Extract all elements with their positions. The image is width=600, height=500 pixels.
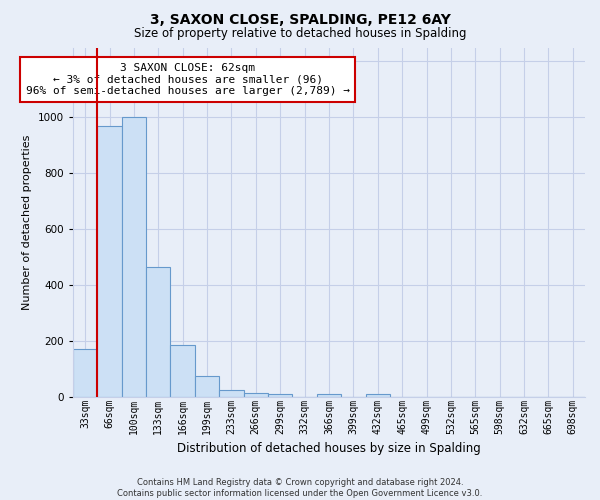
Bar [244,393,268,397]
Bar [122,118,146,397]
Y-axis label: Number of detached properties: Number of detached properties [22,134,32,310]
Bar [365,394,390,397]
Bar [97,126,122,397]
Bar [73,350,97,397]
Text: 3, SAXON CLOSE, SPALDING, PE12 6AY: 3, SAXON CLOSE, SPALDING, PE12 6AY [149,12,451,26]
Text: Size of property relative to detached houses in Spalding: Size of property relative to detached ho… [134,28,466,40]
Bar [219,390,244,397]
X-axis label: Distribution of detached houses by size in Spalding: Distribution of detached houses by size … [177,442,481,455]
Text: 3 SAXON CLOSE: 62sqm
← 3% of detached houses are smaller (96)
96% of semi-detach: 3 SAXON CLOSE: 62sqm ← 3% of detached ho… [26,63,350,96]
Bar [317,394,341,397]
Text: Contains HM Land Registry data © Crown copyright and database right 2024.
Contai: Contains HM Land Registry data © Crown c… [118,478,482,498]
Bar [146,267,170,397]
Bar [268,394,292,397]
Bar [195,376,219,397]
Bar [170,346,195,397]
